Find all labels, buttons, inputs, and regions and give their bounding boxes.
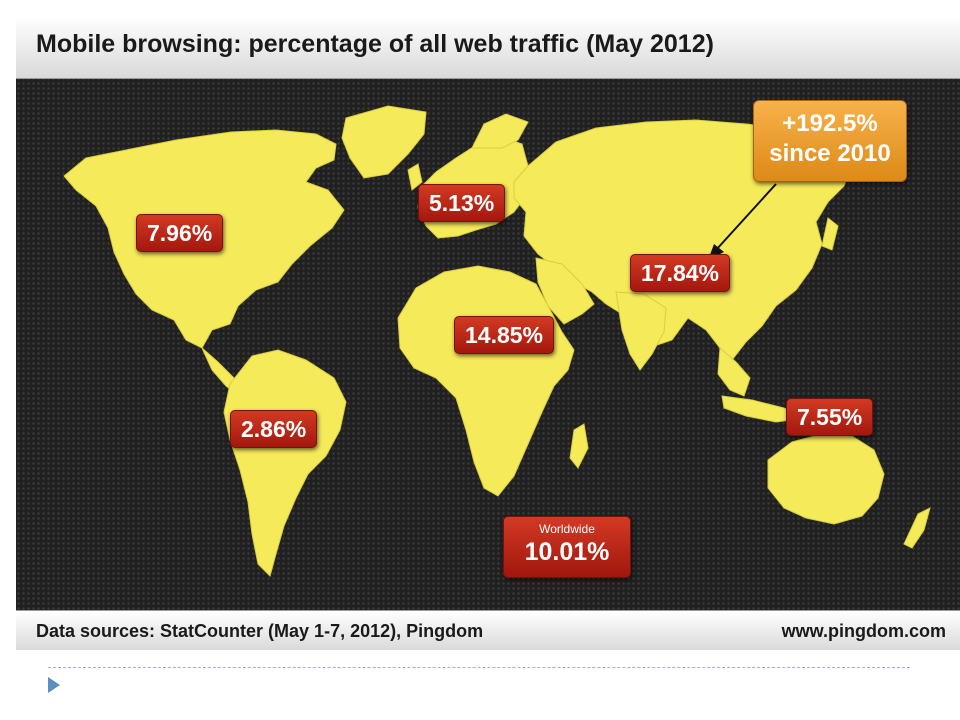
title-bar: Mobile browsing: percentage of all web t… <box>16 16 960 79</box>
infographic: Mobile browsing: percentage of all web t… <box>16 16 960 650</box>
region-label-south-america: 2.86% <box>230 410 318 448</box>
data-sources: Data sources: StatCounter (May 1-7, 2012… <box>36 621 484 641</box>
callout-arrow <box>715 183 777 251</box>
triangle-right-icon <box>48 677 60 693</box>
region-label-europe: 5.13% <box>418 184 506 222</box>
source-url: www.pingdom.com <box>781 621 946 641</box>
worldwide-caption: Worldwide <box>539 522 595 536</box>
new-zealand-landmass <box>903 507 931 549</box>
growth-callout: +192.5% since 2010 <box>753 100 907 182</box>
worldwide-value: 10.01% <box>524 538 610 566</box>
uk-landmass <box>407 163 423 191</box>
madagascar-landmass <box>569 423 589 469</box>
india-landmass <box>615 291 667 371</box>
greenland-landmass <box>341 105 427 179</box>
page-title: Mobile browsing: percentage of all web t… <box>36 30 714 58</box>
japan-landmass <box>821 217 839 251</box>
australia-landmass <box>767 433 885 525</box>
slide-divider <box>48 667 910 668</box>
arabia-landmass <box>535 257 595 325</box>
scandinavia-landmass <box>471 113 529 149</box>
southeast-asia-landmass <box>717 346 751 397</box>
footer-bar: Data sources: StatCounter (May 1-7, 2012… <box>16 610 960 650</box>
south-america-landmass <box>223 349 347 577</box>
growth-callout-caption: since 2010 <box>769 140 891 167</box>
region-label-africa: 14.85% <box>454 316 555 354</box>
region-label-asia: 17.84% <box>630 254 731 292</box>
region-label-oceania: 7.55% <box>786 398 874 436</box>
growth-callout-value: +192.5% <box>782 110 878 137</box>
region-label-north-america: 7.96% <box>136 214 224 252</box>
worldwide-label: Worldwide 10.01% <box>503 516 631 578</box>
